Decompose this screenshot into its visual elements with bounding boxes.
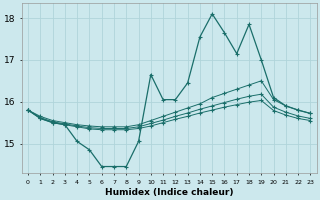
X-axis label: Humidex (Indice chaleur): Humidex (Indice chaleur) xyxy=(105,188,234,197)
